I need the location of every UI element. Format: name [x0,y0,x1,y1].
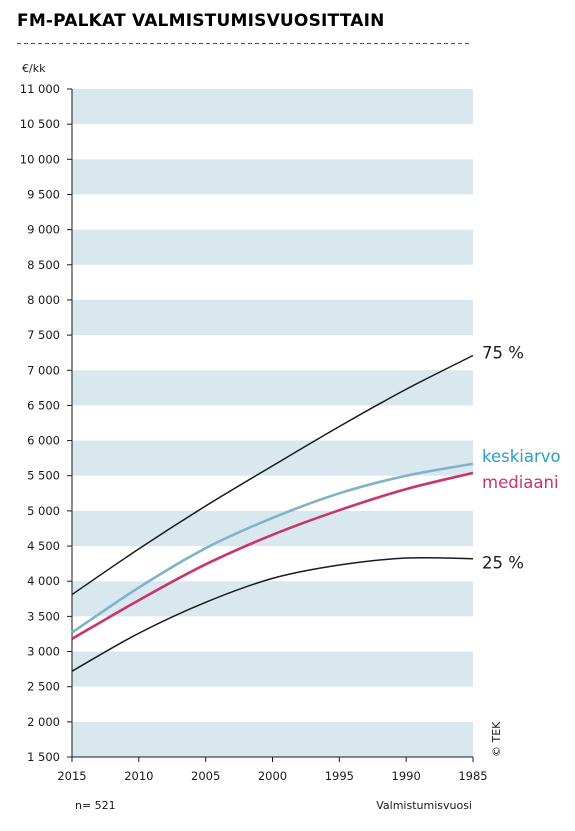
x-tick-label: 2005 [191,769,220,783]
y-tick-label: 11 000 [20,82,60,96]
chart-title: FM-PALKAT VALMISTUMISVUOSITTAIN [17,11,385,31]
grid-band [72,299,473,336]
x-tick-label: 1985 [458,769,487,783]
y-tick-label: 10 500 [20,117,60,131]
series-line-mediaani [71,471,474,640]
x-tick-label: 2000 [258,769,287,783]
series-label-mediaani: mediaani [482,473,559,492]
grid-band [72,229,473,265]
grid-band [72,721,473,757]
y-tick-label: 5 000 [27,504,60,518]
grid-band [72,651,473,687]
y-tick-label: 3 000 [27,645,60,659]
series-line-75 [71,354,474,596]
series-line-keskiarvo [71,462,474,634]
series-label-75: 75 % [482,343,524,362]
grid-band [72,159,473,195]
series-line-25 [71,556,474,672]
y-tick-label: 9 500 [27,187,60,201]
series-label-25: 25 % [482,554,524,573]
series-labels: 75 % keskiarvo mediaani 25 % [482,343,561,572]
x-tick-label: 2010 [124,769,153,783]
copyright-label: © TEK [490,721,503,757]
series-lines [71,354,474,672]
grid-band [72,370,473,406]
y-tick-label: 10 000 [20,152,60,166]
y-tick-label: 7 000 [27,363,60,377]
series-label-keskiarvo: keskiarvo [482,447,561,466]
y-axis: 1 500 2 000 2 500 3 000 3 500 4 000 4 500 5 000… [20,82,73,764]
x-tick-label: 1995 [325,769,354,783]
y-tick-label: 2 000 [27,715,60,729]
y-tick-label: 7 500 [27,328,60,342]
y-tick-label: 4 500 [27,539,60,553]
y-tick-label: 8 000 [27,293,60,307]
x-axis: 2015 2010 2005 2000 1995 1990 1985 [57,756,488,783]
x-tick-label: 1990 [392,769,421,783]
y-tick-label: 1 500 [27,750,60,764]
sample-size-note: n= 521 [75,799,116,812]
y-tick-label: 9 000 [27,223,60,237]
x-tick-label: 2015 [57,769,86,783]
y-tick-label: 8 500 [27,258,60,272]
x-axis-title: Valmistumisvuosi [376,799,472,812]
grid-bands [72,89,473,757]
grid-band [72,440,473,476]
y-tick-label: 6 500 [27,398,60,412]
y-tick-label: 6 000 [27,434,60,448]
y-tick-label: 3 500 [27,609,60,623]
grid-band [72,89,473,125]
y-axis-unit-label: €/kk [22,62,46,75]
y-tick-label: 2 500 [27,680,60,694]
y-tick-label: 5 500 [27,469,60,483]
grid-band [72,510,473,547]
y-tick-label: 4 000 [27,574,60,588]
grid-band [72,581,473,617]
